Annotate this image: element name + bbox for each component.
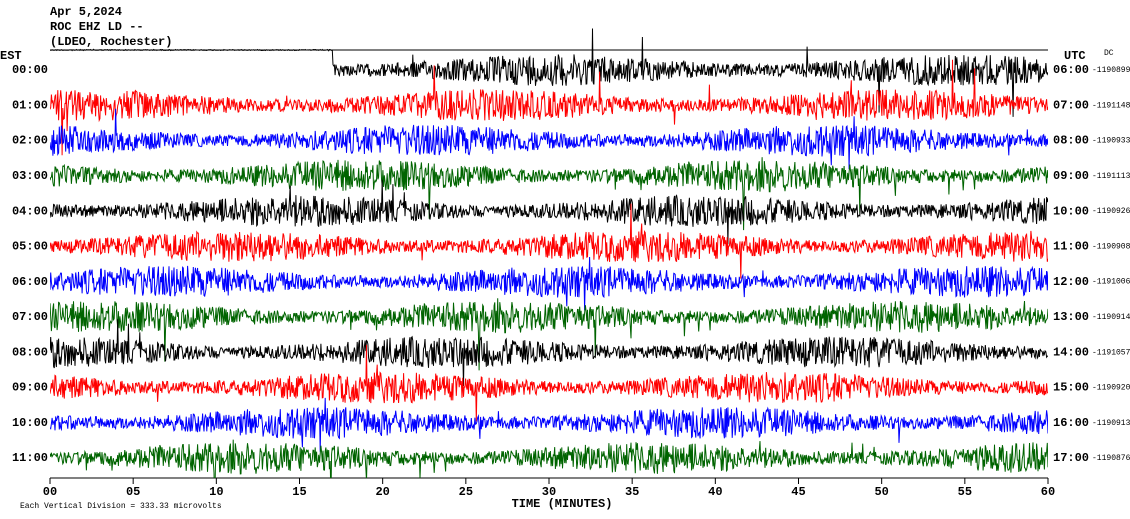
dc-label: -1190876 [1092,454,1130,463]
trace [50,319,1048,387]
utc-label: 07:00 [1053,98,1089,112]
utc-label: 16:00 [1053,416,1089,430]
x-tick-label: 50 [874,485,888,499]
utc-label: 14:00 [1053,345,1089,359]
trace [50,59,1048,156]
dc-label: -1190899 [1092,66,1130,75]
x-tick-label: 40 [708,485,722,499]
x-tick-label: 20 [375,485,389,499]
right-axis-title: UTC [1064,49,1086,63]
utc-label: 12:00 [1053,275,1089,289]
trace [50,28,1048,117]
trace [50,256,1048,311]
est-label: 10:00 [12,416,48,430]
trace [50,108,1048,170]
est-label: 04:00 [12,204,48,218]
est-label: 11:00 [12,451,48,465]
utc-label: 09:00 [1053,169,1089,183]
x-axis-title: TIME (MINUTES) [512,497,613,511]
est-label: 07:00 [12,310,48,324]
trace [50,203,1048,279]
est-label: 08:00 [12,345,48,359]
utc-label: 06:00 [1053,63,1089,77]
x-tick-label: 00 [43,485,57,499]
est-label: 02:00 [12,134,48,148]
trace [50,157,1048,231]
utc-label: 15:00 [1053,381,1089,395]
dc-label: -1190908 [1092,242,1130,251]
dc-label: -1191057 [1092,348,1130,357]
x-tick-label: 35 [625,485,639,499]
est-label: 09:00 [12,381,48,395]
x-tick-label: 30 [542,485,556,499]
dc-label: -1190920 [1092,384,1130,393]
utc-label: 10:00 [1053,204,1089,218]
est-label: 00:00 [12,63,48,77]
dc-label: -1191113 [1092,172,1130,181]
utc-label: 17:00 [1053,451,1089,465]
left-axis-title: EST [0,49,22,63]
dc-label: -1190933 [1092,137,1130,146]
station: ROC EHZ LD -- [50,20,144,34]
est-label: 06:00 [12,275,48,289]
trace [50,298,1048,371]
utc-label: 08:00 [1053,134,1089,148]
utc-label: 13:00 [1053,310,1089,324]
trace [50,439,1048,478]
dc-label: -1190913 [1092,419,1130,428]
footnote: Each Vertical Division = 333.33 microvol… [20,502,222,511]
dc-title: DC [1104,49,1114,58]
est-label: 03:00 [12,169,48,183]
network: (LDEO, Rochester) [50,35,172,49]
traces [50,28,1048,478]
x-tick-label: 10 [209,485,223,499]
est-label: 05:00 [12,240,48,254]
x-tick-label: 25 [459,485,473,499]
dc-label: -1191006 [1092,278,1130,287]
x-tick-label: 15 [292,485,306,499]
est-label: 01:00 [12,98,48,112]
date: Apr 5,2024 [50,5,122,19]
dc-label: -1190926 [1092,207,1130,216]
dc-label: -1190914 [1092,313,1130,322]
utc-label: 11:00 [1053,240,1089,254]
x-tick-label: 60 [1041,485,1055,499]
x-tick-label: 55 [958,485,972,499]
trace [50,344,1048,422]
x-tick-label: 45 [791,485,805,499]
x-tick-label: 05 [126,485,140,499]
trace [50,179,1048,245]
dc-label: -1191148 [1092,101,1130,110]
trace [50,397,1048,452]
